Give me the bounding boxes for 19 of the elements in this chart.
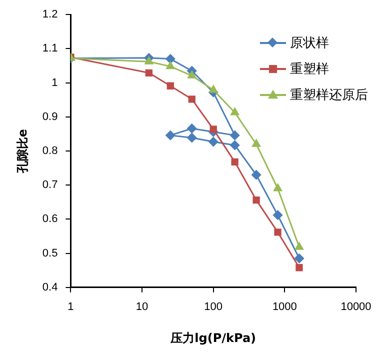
legend-label: 原状样	[290, 35, 329, 52]
y-tick-label: 0.5	[42, 247, 58, 260]
x-tick-label: 1000	[272, 301, 297, 314]
x-tick-label: 1	[68, 301, 74, 314]
y-tick-label: 1.1	[42, 42, 58, 55]
y-tick-label: 1.2	[42, 8, 58, 21]
x-tick-label: 10000	[340, 301, 372, 314]
x-tick-label: 100	[204, 301, 223, 314]
y-tick-label: 0.6	[42, 213, 58, 226]
y-tick-label: 1	[52, 76, 58, 89]
y-axis-title: 孔隙比e	[15, 128, 30, 174]
y-tick-label: 0.8	[42, 145, 58, 158]
y-tick-label: 0.4	[42, 281, 58, 294]
legend-label: 重塑样还原后	[290, 87, 368, 104]
y-tick-label: 0.7	[42, 179, 58, 192]
x-tick-label: 10	[136, 301, 148, 314]
y-tick-label: 0.9	[42, 110, 58, 123]
legend-label: 重塑样	[290, 61, 329, 78]
x-axis-title: 压力lg(P/kPa)	[170, 330, 256, 345]
